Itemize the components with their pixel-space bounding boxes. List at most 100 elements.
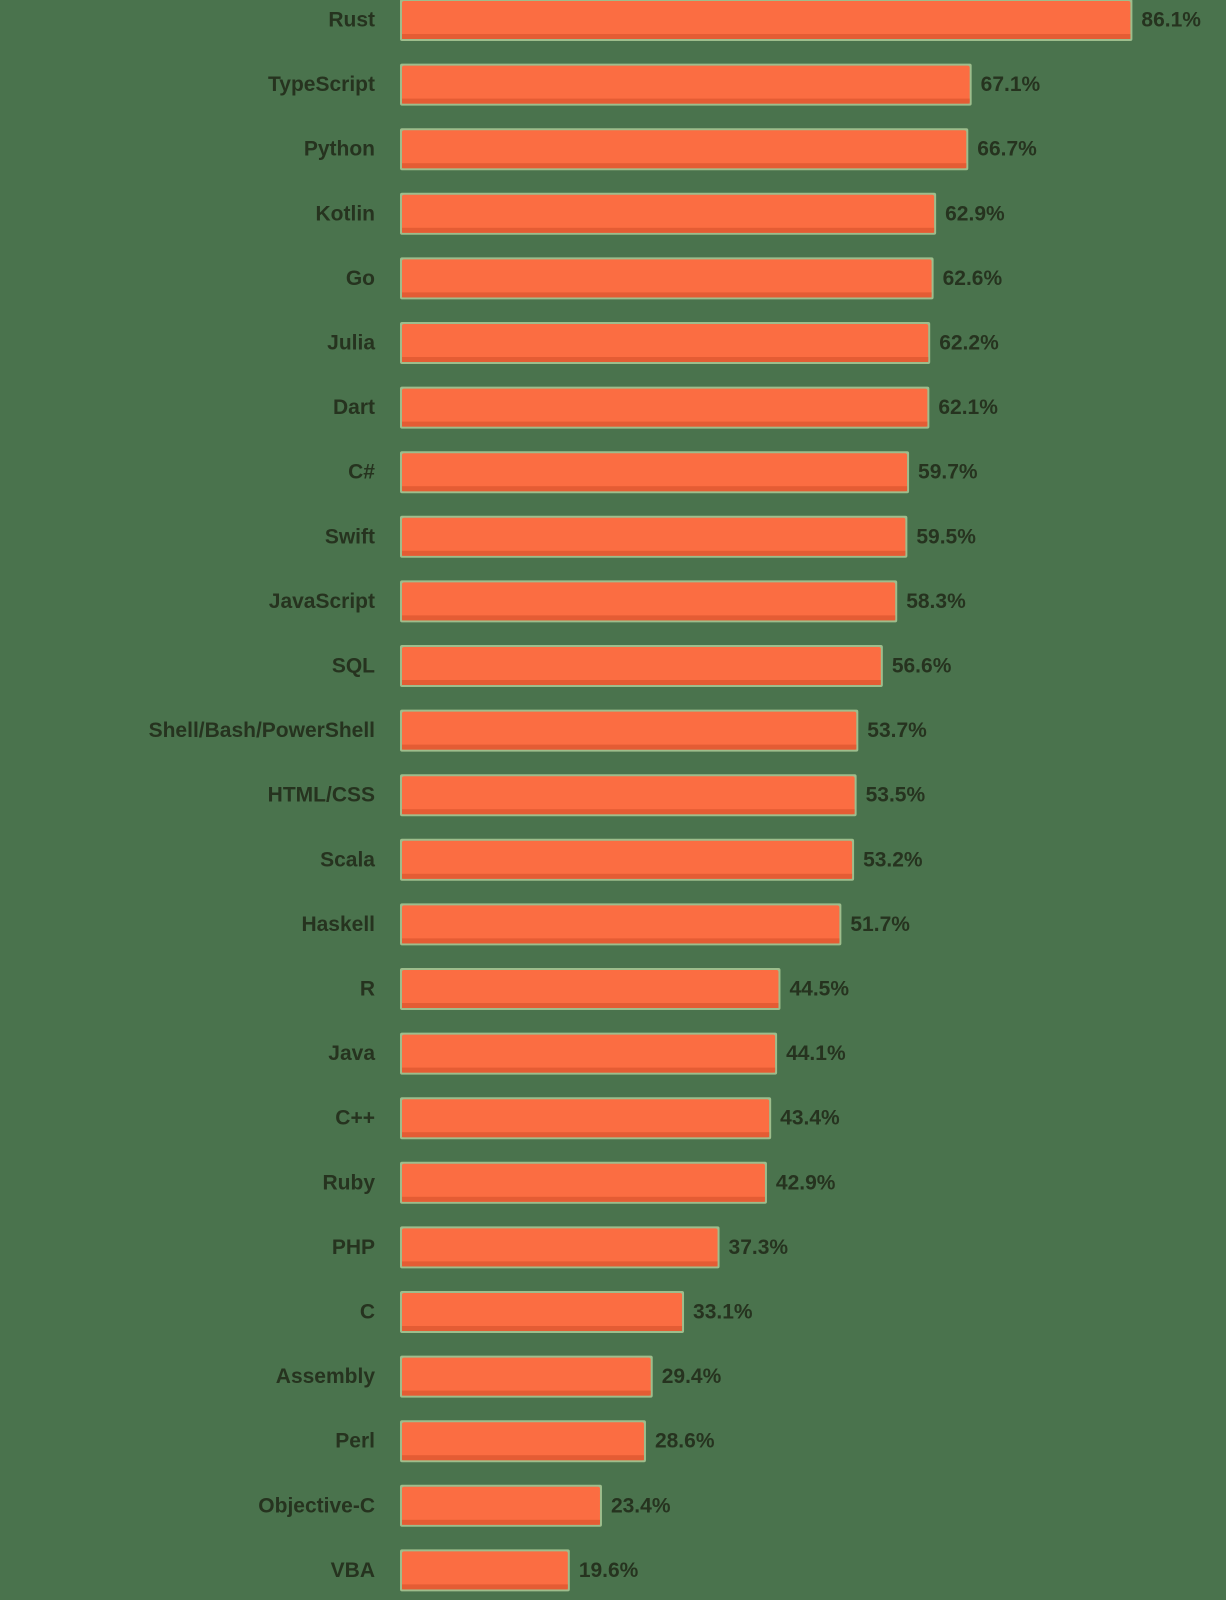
bar <box>402 1551 568 1589</box>
bar-row: C 33.1% <box>360 1291 753 1333</box>
bar-row: Kotlin 62.9% <box>316 193 1005 235</box>
category-label: PHP <box>332 1236 375 1259</box>
category-label: C# <box>348 461 375 484</box>
category-label: C++ <box>335 1107 375 1130</box>
bar-edge <box>402 357 928 362</box>
bar <box>402 389 927 427</box>
bar-row: TypeScript 67.1% <box>268 64 1041 106</box>
bar <box>402 1035 775 1073</box>
bar <box>402 582 895 620</box>
bar <box>402 1358 651 1396</box>
bar-row: R 44.5% <box>360 968 850 1010</box>
category-label: Assembly <box>276 1365 376 1388</box>
bar-row: C++ 43.4% <box>335 1097 840 1139</box>
bar-row: Rust 86.1% <box>328 0 1201 41</box>
bar-row: Swift 59.5% <box>325 516 976 558</box>
category-label: TypeScript <box>268 73 375 96</box>
bar-edge <box>402 486 907 491</box>
value-label: 62.9% <box>945 202 1005 225</box>
category-label: Go <box>346 267 375 290</box>
value-label: 19.6% <box>579 1559 639 1582</box>
bar <box>402 1422 644 1460</box>
category-label: Rust <box>328 9 375 32</box>
category-label: Kotlin <box>316 202 375 225</box>
value-label: 62.6% <box>943 267 1003 290</box>
value-label: 56.6% <box>892 655 952 678</box>
bar-row: Objective-C 23.4% <box>258 1485 671 1527</box>
category-label: Julia <box>327 332 375 355</box>
category-label: SQL <box>332 655 375 678</box>
value-label: 66.7% <box>977 138 1037 161</box>
bar <box>402 453 907 491</box>
category-label: Perl <box>335 1430 375 1453</box>
value-label: 28.6% <box>655 1430 715 1453</box>
value-label: 86.1% <box>1141 9 1201 32</box>
bar-edge <box>402 551 905 556</box>
bar <box>402 647 881 685</box>
bar-edge <box>402 1068 775 1073</box>
value-label: 33.1% <box>693 1301 753 1324</box>
category-label: Haskell <box>301 913 375 936</box>
bar <box>402 195 934 233</box>
bar-row: Shell/Bash/PowerShell 53.7% <box>149 710 928 752</box>
bar-row: SQL 56.6% <box>332 645 952 687</box>
bar-row: Go 62.6% <box>346 257 1003 299</box>
bar <box>402 712 856 750</box>
value-label: 53.2% <box>863 848 923 871</box>
value-label: 43.4% <box>780 1107 840 1130</box>
bar-edge <box>402 1003 778 1008</box>
bars-group: Rust 86.1% TypeScript 67.1% Python 66.7% Kotli… <box>149 0 1202 1591</box>
bar-row: Julia 62.2% <box>327 322 999 364</box>
value-label: 59.7% <box>918 461 978 484</box>
bar-edge <box>402 292 932 297</box>
bar-row: JavaScript 58.3% <box>269 580 966 622</box>
bar <box>402 1293 682 1331</box>
category-label: Swift <box>325 525 375 548</box>
bar-edge <box>402 99 970 104</box>
bar <box>402 324 928 362</box>
bar <box>402 66 970 104</box>
category-label: C <box>360 1301 375 1324</box>
bar-row: C# 59.7% <box>348 451 978 493</box>
bar-row: VBA 19.6% <box>331 1549 639 1591</box>
bar <box>402 905 839 943</box>
bar-row: Scala 53.2% <box>320 839 923 881</box>
bar-row: PHP 37.3% <box>332 1226 789 1268</box>
category-label: HTML/CSS <box>268 784 375 807</box>
category-label: Java <box>328 1042 375 1065</box>
bar <box>402 1099 769 1137</box>
category-label: Dart <box>333 396 375 419</box>
bar-edge <box>402 1455 644 1460</box>
bar <box>402 970 778 1008</box>
bar-edge <box>402 1584 568 1589</box>
category-label: Shell/Bash/PowerShell <box>149 719 375 742</box>
bar-edge <box>402 163 966 168</box>
bar-edge <box>402 615 895 620</box>
bar-edge <box>402 1132 769 1137</box>
bar-edge <box>402 1391 651 1396</box>
bar-row: Assembly 29.4% <box>276 1356 722 1398</box>
bar-row: Java 44.1% <box>328 1033 846 1075</box>
bar-row: Dart 62.1% <box>333 387 998 429</box>
bar <box>402 130 966 168</box>
bar-edge <box>402 809 855 814</box>
bar <box>402 518 905 556</box>
category-label: Scala <box>320 848 375 871</box>
category-label: Python <box>304 138 375 161</box>
bar-edge <box>402 680 881 685</box>
bar-edge <box>402 938 839 943</box>
value-label: 62.1% <box>938 396 998 419</box>
value-label: 42.9% <box>776 1171 836 1194</box>
value-label: 44.5% <box>789 978 849 1001</box>
category-label: VBA <box>331 1559 375 1582</box>
value-label: 62.2% <box>939 332 999 355</box>
value-label: 67.1% <box>981 73 1041 96</box>
category-label: Ruby <box>323 1171 376 1194</box>
bar-edge <box>402 34 1130 39</box>
bar-edge <box>402 1261 718 1266</box>
value-label: 51.7% <box>850 913 910 936</box>
value-label: 59.5% <box>916 525 976 548</box>
value-label: 37.3% <box>729 1236 789 1259</box>
bar-row: Python 66.7% <box>304 128 1037 170</box>
